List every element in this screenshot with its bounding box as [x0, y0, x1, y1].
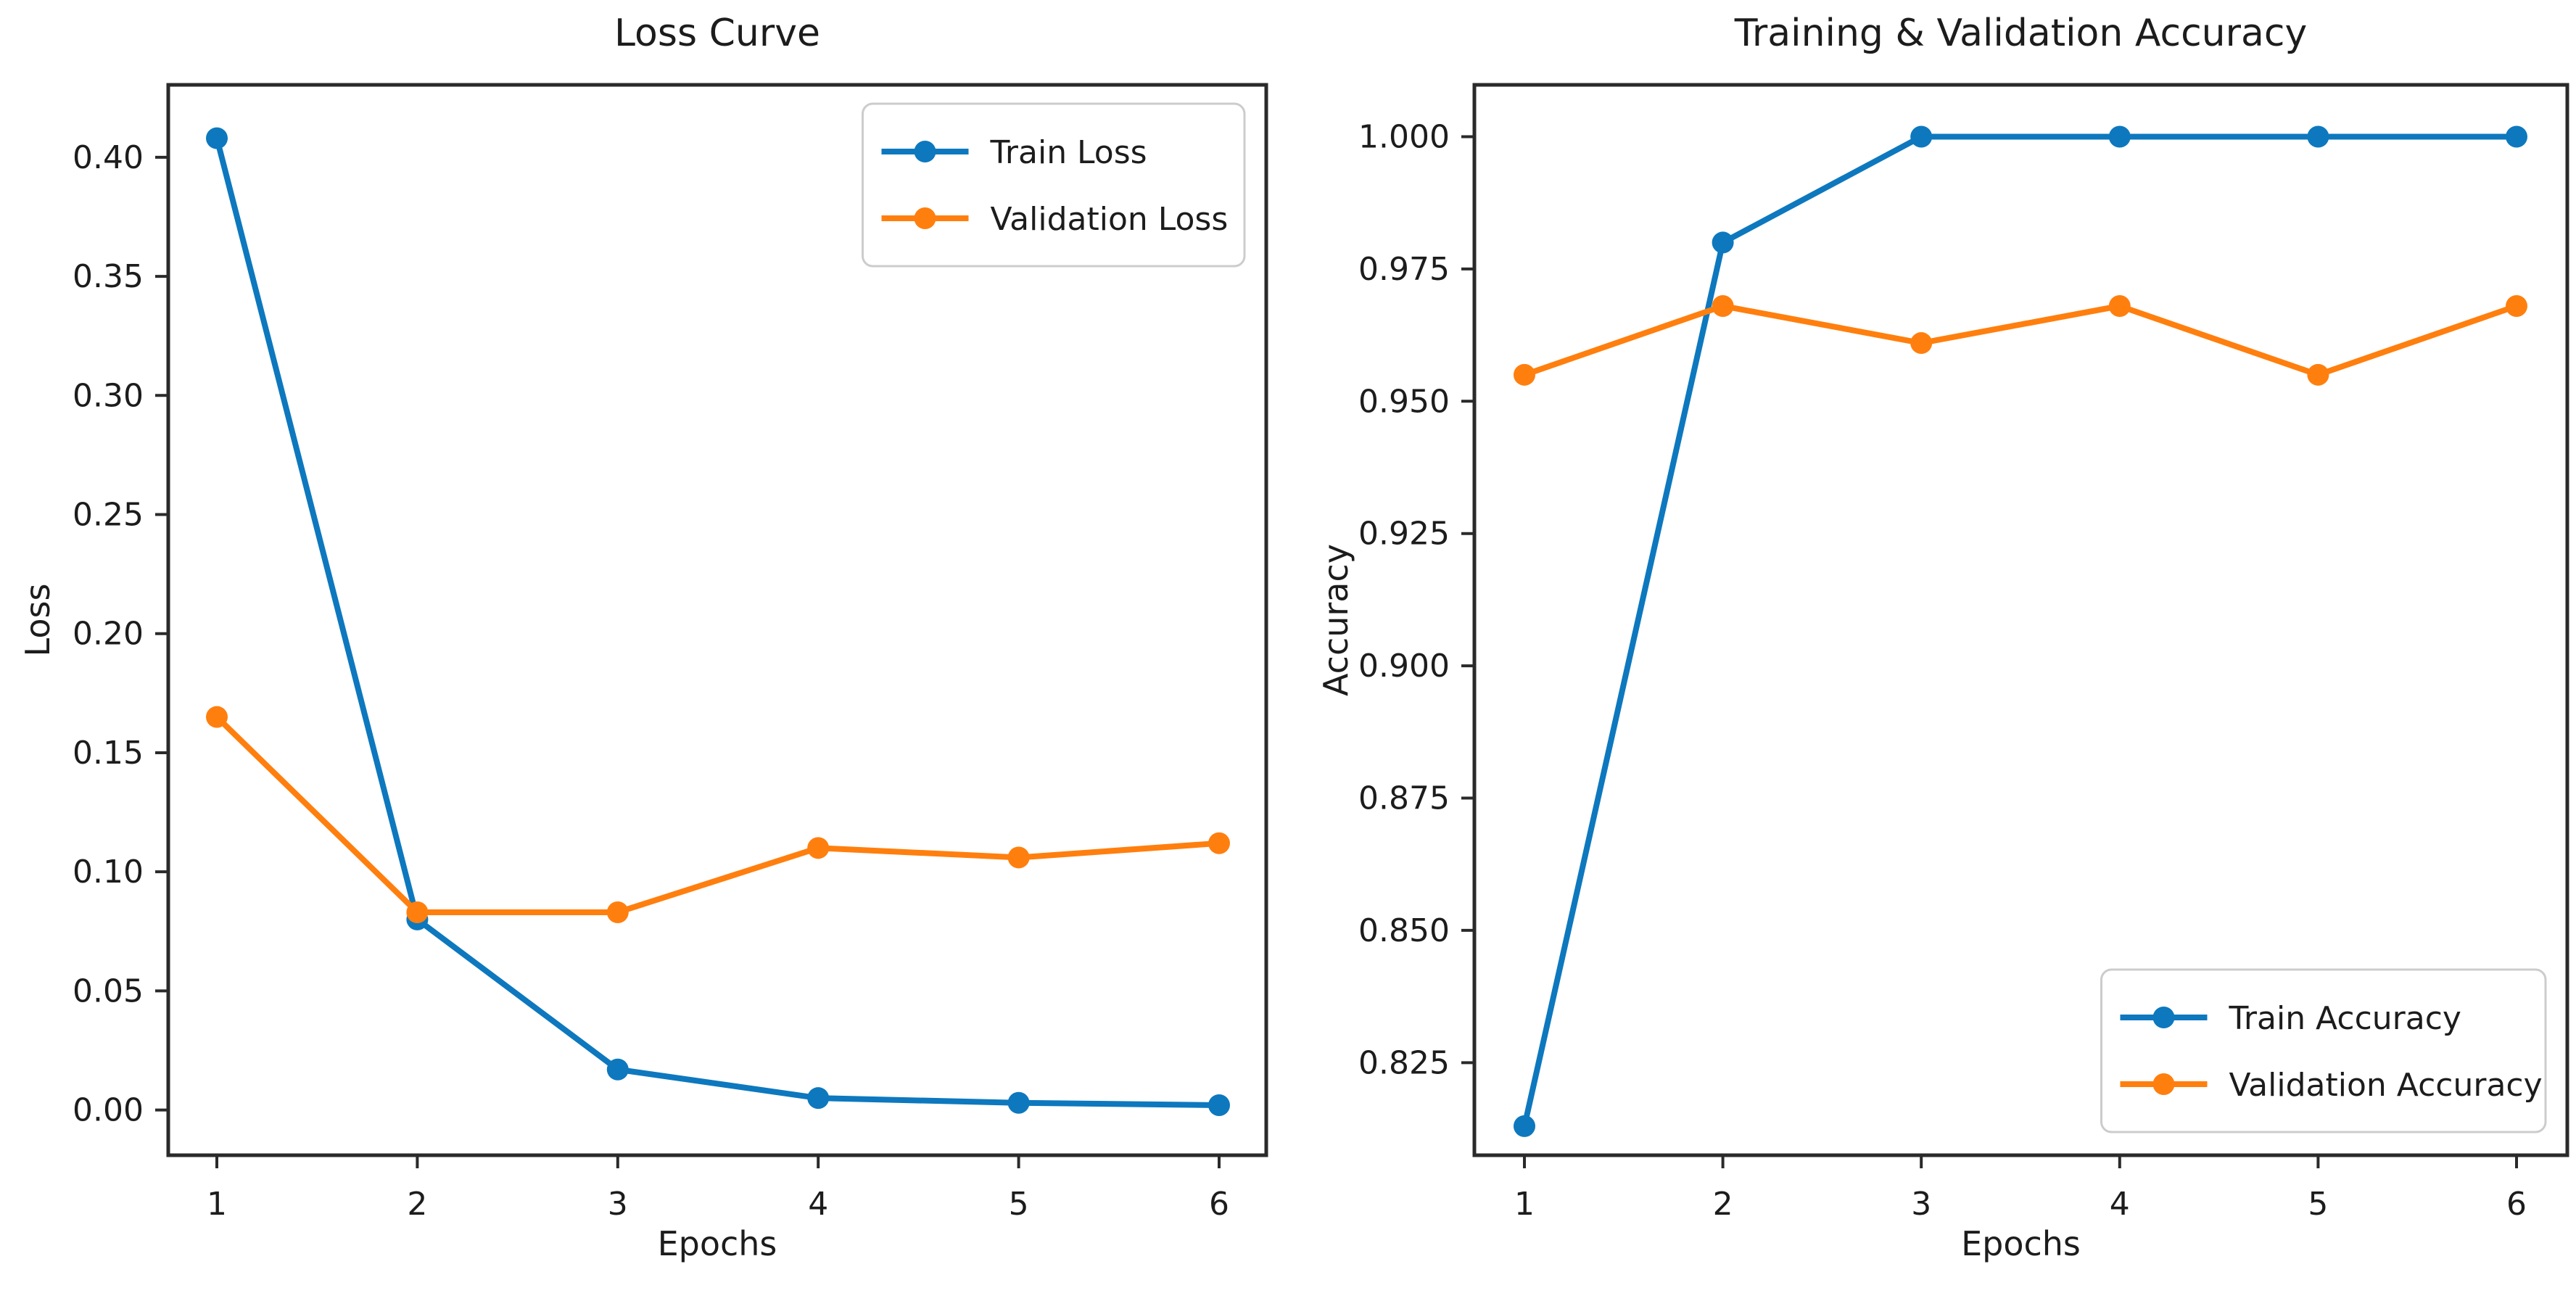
data-point	[1007, 1091, 1030, 1114]
y-tick-label: 0.05	[73, 972, 144, 1009]
data-point	[807, 1087, 830, 1110]
series-line	[1522, 133, 2519, 1129]
data-point	[1712, 294, 1734, 317]
data-point	[1712, 231, 1734, 254]
loss-chart-panel: Loss Curve 1 2 3 4 5 6 0.00 0.05 0.10 0.15 0.20 0.2…	[18, 12, 1268, 1263]
loss-plot-area: 1 2 3 4 5 60.000.050.100.150.200.250.300.350.…	[73, 83, 1268, 1223]
data-point	[1208, 832, 1230, 854]
loss-chart-title: Loss Curve	[614, 12, 820, 55]
plot-spines	[1472, 83, 2569, 1157]
accuracy-x-axis-label: Epochs	[1961, 1224, 2081, 1263]
x-tick-label: 3	[1911, 1186, 1931, 1223]
series-train-accuracy	[1514, 125, 2527, 1137]
y-tick-label: 0.850	[1358, 912, 1450, 949]
data-point	[606, 901, 629, 923]
data-point	[606, 1058, 629, 1081]
x-tick-label: 5	[1009, 1186, 1029, 1223]
y-tick-label: 0.15	[73, 735, 144, 772]
data-point	[1910, 332, 1933, 355]
plot-spines	[166, 83, 1268, 1157]
y-tick-label: 0.35	[73, 258, 144, 295]
series-line	[214, 135, 1222, 1109]
data-point	[1514, 1115, 1535, 1137]
series-validation-accuracy	[1514, 294, 2527, 386]
x-tick-label: 3	[608, 1186, 628, 1223]
y-tick-label: 0.975	[1358, 251, 1450, 288]
series-train-loss	[206, 127, 1230, 1117]
accuracy-chart-title: Training & Validation Accuracy	[1734, 12, 2308, 55]
legend: Train Loss Validation Loss	[862, 102, 1246, 268]
data-point	[1514, 363, 1535, 386]
x-tick-label: 6	[1209, 1186, 1229, 1223]
data-point	[2506, 294, 2527, 317]
x-axis: 1 2 3 4 5 6	[1514, 1155, 2527, 1223]
legend-sample-marker	[2152, 1007, 2175, 1028]
y-tick-label: 0.875	[1358, 780, 1450, 817]
data-point	[2108, 294, 2131, 317]
y-axis: 0.00 0.05 0.10 0.15 0.20 0.25 0.30 0.35 0.40	[73, 139, 168, 1129]
accuracy-y-axis-label: Accuracy	[1316, 543, 1355, 697]
series-validation-loss	[206, 706, 1230, 923]
legend-sample-marker	[914, 207, 936, 229]
y-tick-label: 0.30	[73, 377, 144, 414]
y-tick-label: 0.950	[1358, 383, 1450, 420]
accuracy-plot-area: 1 2 3 4 5 6 0.825 0.850 0.875 0.900 0.925 0.950 0.97…	[1358, 83, 2569, 1223]
data-point	[2108, 125, 2131, 148]
x-tick-label: 1	[1514, 1186, 1535, 1223]
data-point	[206, 706, 228, 728]
series-line	[1522, 302, 2519, 378]
x-tick-label: 1	[207, 1186, 227, 1223]
data-point	[1910, 125, 1933, 148]
data-point	[2307, 363, 2329, 386]
x-tick-label: 5	[2308, 1186, 2328, 1223]
legend-label: Validation Accuracy	[2229, 1067, 2543, 1104]
data-point	[1007, 846, 1030, 869]
y-tick-label: 1.000	[1358, 119, 1450, 156]
data-point	[2506, 125, 2527, 148]
data-point	[1208, 1094, 1230, 1117]
x-tick-label: 4	[2110, 1186, 2130, 1223]
x-tick-label: 2	[407, 1186, 427, 1223]
legend-sample-marker	[2152, 1073, 2175, 1095]
legend-box	[2100, 968, 2547, 1133]
x-tick-label: 2	[1713, 1186, 1733, 1223]
data-point	[206, 127, 228, 149]
x-tick-label: 6	[2506, 1186, 2527, 1223]
y-tick-label: 0.00	[73, 1092, 144, 1129]
y-tick-label: 0.20	[73, 616, 144, 653]
legend-label: Train Accuracy	[2229, 1000, 2461, 1037]
y-tick-label: 0.10	[73, 854, 144, 891]
y-axis: 0.825 0.850 0.875 0.900 0.925 0.950 0.975 1.000	[1358, 119, 1474, 1081]
y-tick-label: 0.925	[1358, 516, 1450, 553]
loss-y-axis-label: Loss	[18, 583, 57, 657]
x-tick-label: 4	[808, 1186, 828, 1223]
legend: Train Accuracy Validation Accuracy	[2100, 968, 2547, 1133]
data-point	[807, 837, 830, 859]
legend-box	[862, 102, 1246, 268]
legend-label: Train Loss	[990, 134, 1147, 171]
legend-label: Validation Loss	[991, 201, 1229, 238]
y-tick-label: 0.825	[1358, 1044, 1450, 1081]
y-tick-label: 0.900	[1358, 648, 1450, 685]
y-tick-label: 0.25	[73, 497, 144, 534]
series-line	[214, 714, 1222, 915]
legend-sample-marker	[914, 141, 936, 162]
loss-x-axis-label: Epochs	[657, 1224, 777, 1263]
x-axis: 1 2 3 4 5 6	[207, 1155, 1229, 1223]
y-tick-label: 0.40	[73, 139, 144, 176]
accuracy-chart-panel: Training & Validation Accuracy 1 2 3 4 5 6 0.8…	[1288, 0, 2576, 1301]
data-point	[406, 901, 429, 923]
data-point	[2307, 125, 2329, 148]
